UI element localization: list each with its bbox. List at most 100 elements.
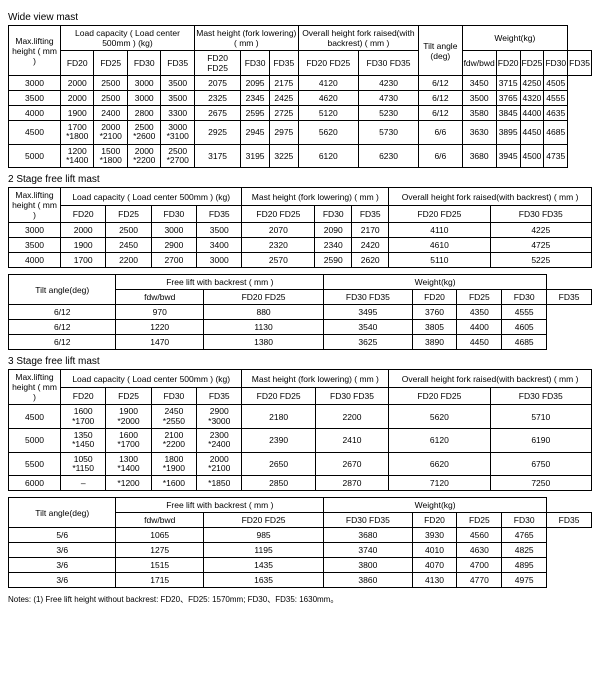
hdr-loadcap: Load capacity ( Load center 500mm ) (kg) — [61, 370, 242, 388]
hdr-maxlift: Max.lifting height ( mm ) — [9, 26, 61, 76]
table-cell: 6/12 — [9, 305, 116, 320]
table-cell: 5110 — [389, 253, 490, 268]
table-cell: 3000*3100 — [161, 121, 194, 145]
hdr-fd25: FD25 — [106, 205, 151, 223]
table-cell: 2500 — [94, 91, 127, 106]
table-row: 4000190024002800330026752595272551205230… — [9, 106, 592, 121]
hdr-fd30: FD30 — [315, 205, 352, 223]
table-cell: 2570 — [242, 253, 315, 268]
hdr-fd35: FD35 — [197, 205, 242, 223]
hdr-fd3035: FD30 FD35 — [324, 290, 412, 305]
table-cell: 2075 — [194, 76, 240, 91]
table-cell: 3225 — [269, 144, 298, 168]
table-cell: 3845 — [496, 106, 520, 121]
hdr-mastheight: Mast height (fork lowering) ( mm ) — [242, 188, 389, 206]
table-cell: 1195 — [203, 543, 323, 558]
table-2stage-a: Max.lifting height ( mm ) Load capacity … — [8, 187, 592, 268]
hdr-fd20: FD20 — [61, 387, 106, 405]
table-cell: 2390 — [242, 429, 315, 453]
table-cell: 2320 — [242, 238, 315, 253]
table-cell: 6190 — [490, 429, 591, 453]
table-cell: 2420 — [352, 238, 389, 253]
hdr-fd2025: FD20 FD25 — [242, 205, 315, 223]
table-cell: 2850 — [242, 476, 315, 491]
table-cell: 1470 — [116, 335, 204, 350]
table-cell: 2095 — [241, 76, 270, 91]
table-cell: 5225 — [490, 253, 591, 268]
table-cell: 4630 — [457, 543, 502, 558]
table-cell: 1130 — [203, 320, 323, 335]
table-cell: 4700 — [457, 558, 502, 573]
table-cell: 3890 — [412, 335, 457, 350]
table-cell: 5000 — [9, 429, 61, 453]
table-cell: 1275 — [116, 543, 204, 558]
hdr-weight: Weight(kg) — [324, 275, 547, 290]
table-cell: 3/6 — [9, 558, 116, 573]
table-cell: 3000 — [127, 91, 160, 106]
table-cell: 6000 — [9, 476, 61, 491]
table-cell: 3500 — [197, 223, 242, 238]
table-cell: 6120 — [298, 144, 358, 168]
table-cell: 5500 — [9, 452, 61, 476]
notes: Notes: (1) Free lift height without back… — [8, 594, 592, 605]
table-cell: 5730 — [358, 121, 418, 145]
table-row: 50001350*14501600*17002100*22002300*2400… — [9, 429, 592, 453]
table-cell: 4250 — [520, 76, 544, 91]
table-cell: 4635 — [544, 106, 568, 121]
table-cell: 7250 — [490, 476, 591, 491]
table-cell: 6/6 — [419, 144, 462, 168]
table-cell: 4110 — [389, 223, 490, 238]
table-cell: 3495 — [324, 305, 412, 320]
table-cell: 2325 — [194, 91, 240, 106]
table-cell: 4505 — [544, 76, 568, 91]
table-row: 3000200025003000350020702090217041104225 — [9, 223, 592, 238]
table-cell: 4400 — [457, 320, 502, 335]
table-cell: 3500 — [9, 91, 61, 106]
table-cell: 5620 — [389, 405, 490, 429]
table-cell: 4620 — [298, 91, 358, 106]
table-cell: 3625 — [324, 335, 412, 350]
table-cell: 2170 — [352, 223, 389, 238]
table-cell: 4400 — [520, 106, 544, 121]
table-cell: 3540 — [324, 320, 412, 335]
table-cell: 2340 — [315, 238, 352, 253]
hdr-freelift: Free lift with backrest ( mm ) — [116, 498, 324, 513]
table-cell: 4070 — [412, 558, 457, 573]
table-cell: 2000 — [61, 76, 94, 91]
table-cell: 3800 — [324, 558, 412, 573]
hdr-fd35: FD35 — [269, 51, 298, 76]
section2-title: 2 Stage free lift mast — [8, 174, 592, 185]
table-cell: 2945 — [241, 121, 270, 145]
hdr-fdwbwd: fdw/bwd — [462, 51, 496, 76]
table-cell: 1800*1900 — [151, 452, 196, 476]
table-cell: 3500 — [9, 238, 61, 253]
table-cell: 2675 — [194, 106, 240, 121]
table-cell: 6750 — [490, 452, 591, 476]
hdr-fdwbwd: fdw/bwd — [116, 290, 204, 305]
table-wide-view: Max.lifting height ( mm ) Load capacity … — [8, 25, 592, 168]
table-cell: 4450 — [457, 335, 502, 350]
table-cell: 4000 — [9, 106, 61, 121]
table-cell: 1900*2000 — [106, 405, 151, 429]
hdr-overall: Overall height fork raised(with backrest… — [389, 370, 592, 388]
table-row: 45001600*17001900*20002450*25502900*3000… — [9, 405, 592, 429]
table-cell: 3175 — [194, 144, 240, 168]
hdr-fd30: FD30 — [151, 205, 196, 223]
table-cell: 3805 — [412, 320, 457, 335]
table-cell: 4735 — [544, 144, 568, 168]
table-row: 6/12122011303540380544004605 — [9, 320, 592, 335]
table-cell: 6120 — [389, 429, 490, 453]
table-cell: 1515 — [116, 558, 204, 573]
hdr-loadcap: Load capacity ( Load center 500mm ) (kg) — [61, 188, 242, 206]
hdr-fd2025: FD20 FD25 — [194, 51, 240, 76]
table-cell: 4225 — [490, 223, 591, 238]
hdr-fd2025: FD20 FD25 — [203, 513, 323, 528]
table-cell: 2700 — [151, 253, 196, 268]
hdr-tilt: Tilt angle(deg) — [9, 275, 116, 305]
table-cell: 3945 — [496, 144, 520, 168]
table-cell: 4725 — [490, 238, 591, 253]
table-cell: 2000*2200 — [127, 144, 160, 168]
hdr-fd30: FD30 — [127, 51, 160, 76]
table-cell: 2000*2100 — [197, 452, 242, 476]
table-cell: 2500*2600 — [127, 121, 160, 145]
